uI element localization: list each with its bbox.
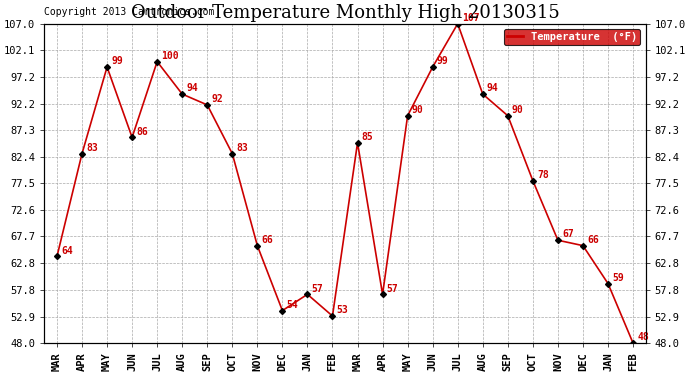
- Text: Copyright 2013 Cartronics.com: Copyright 2013 Cartronics.com: [44, 8, 215, 17]
- Text: 94: 94: [487, 83, 499, 93]
- Text: 66: 66: [262, 235, 273, 245]
- Text: 99: 99: [111, 56, 123, 66]
- Text: 90: 90: [512, 105, 524, 115]
- Text: 59: 59: [612, 273, 624, 283]
- Text: 53: 53: [337, 305, 348, 315]
- Text: 94: 94: [186, 83, 198, 93]
- Text: 78: 78: [537, 170, 549, 180]
- Text: 85: 85: [362, 132, 373, 142]
- Text: 57: 57: [312, 284, 324, 294]
- Text: 57: 57: [386, 284, 399, 294]
- Text: 66: 66: [587, 235, 599, 245]
- Text: 48: 48: [637, 332, 649, 342]
- Text: 83: 83: [86, 143, 98, 153]
- Legend: Temperature  (°F): Temperature (°F): [504, 29, 640, 45]
- Text: 92: 92: [211, 94, 223, 104]
- Title: Outdoor Temperature Monthly High 20130315: Outdoor Temperature Monthly High 2013031…: [130, 4, 560, 22]
- Text: 90: 90: [412, 105, 424, 115]
- Text: 86: 86: [136, 127, 148, 136]
- Text: 64: 64: [61, 246, 73, 256]
- Text: 100: 100: [161, 51, 179, 61]
- Text: 54: 54: [286, 300, 298, 310]
- Text: 107: 107: [462, 13, 480, 23]
- Text: 99: 99: [437, 56, 448, 66]
- Text: 67: 67: [562, 230, 574, 240]
- Text: 83: 83: [237, 143, 248, 153]
